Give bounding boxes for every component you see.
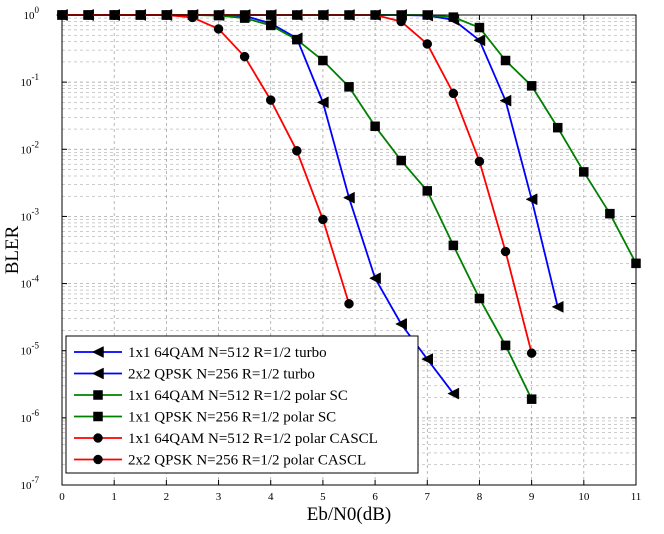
data-point — [448, 12, 459, 22]
legend-box — [65, 335, 419, 474]
data-point — [525, 193, 538, 206]
legend-label: 1x1 QPSK N=256 R=1/2 polar SC — [128, 410, 336, 426]
data-point — [318, 214, 328, 225]
x-tick-label: 3 — [216, 491, 222, 503]
data-point — [448, 88, 459, 99]
y-axis-label: BLER — [2, 225, 23, 274]
tick-labels: 0 1 2 3 4 5 6 7 8 9 10 11 100 10-1 10-2 10-3 10-4 10-5 10-… — [21, 5, 642, 503]
data-point — [448, 240, 459, 251]
data-point — [91, 346, 104, 358]
axes-box — [61, 14, 637, 486]
data-point — [551, 300, 564, 313]
data-point — [318, 55, 328, 66]
data-point — [342, 191, 355, 204]
x-tick-label: 0 — [59, 491, 65, 503]
legend-entry: 1x1 64QAM N=512 R=1/2 turbo — [74, 345, 327, 361]
y-tick-label: 10-4 — [21, 274, 40, 291]
x-tick-label: 4 — [268, 491, 274, 503]
data-point — [474, 156, 485, 167]
data-point — [422, 39, 433, 49]
data-point — [526, 394, 537, 404]
data-point — [265, 20, 276, 31]
legend-label: 1x1 64QAM N=512 R=1/2 turbo — [128, 345, 327, 361]
x-axis-label: Eb/N0(dB) — [307, 504, 391, 525]
y-tick-label: 10-6 — [21, 408, 40, 425]
y-tick-label: 10-1 — [21, 72, 40, 89]
x-tick-label: 10 — [578, 491, 590, 503]
legend-entry: 1x1 64QAM N=512 R=1/2 polar CASCL — [74, 431, 378, 447]
y-tick-label: 10-5 — [21, 341, 40, 358]
y-tick-label: 100 — [24, 5, 40, 22]
data-point — [447, 387, 460, 400]
data-point — [526, 81, 537, 91]
data-point — [500, 340, 511, 351]
data-point — [605, 208, 615, 219]
data-point — [187, 12, 198, 23]
data-point — [552, 122, 563, 133]
legend: 1x1 64QAM N=512 R=1/2 turbo 2x2 QPSK N=25… — [65, 335, 419, 474]
legend-entry: 2x2 QPSK N=256 R=1/2 turbo — [74, 367, 315, 383]
data-point — [579, 167, 589, 177]
legend-entry: 1x1 QPSK N=256 R=1/2 polar SC — [74, 410, 336, 426]
legend-label: 2x2 QPSK N=256 R=1/2 polar CASCL — [128, 453, 366, 469]
data-point — [292, 34, 302, 45]
data-point — [500, 246, 511, 257]
data-point — [474, 22, 485, 33]
data-point — [421, 353, 434, 366]
x-tick-label: 7 — [425, 491, 431, 503]
y-tick-label: 10-2 — [21, 139, 40, 156]
data-point — [499, 94, 512, 107]
data-point — [316, 96, 329, 109]
x-tick-label: 2 — [164, 491, 170, 503]
data-point — [93, 454, 103, 465]
legend-label: 2x2 QPSK N=256 R=1/2 turbo — [128, 367, 315, 383]
data-point — [500, 55, 511, 66]
data-point — [526, 348, 537, 358]
legend-label: 1x1 64QAM N=512 R=1/2 polar CASCL — [128, 431, 378, 447]
legend-entry: 2x2 QPSK N=256 R=1/2 polar CASCL — [74, 453, 366, 469]
y-tick-label: 10-3 — [21, 206, 40, 223]
data-point — [344, 82, 354, 92]
y-tick-label: 10-7 — [21, 475, 40, 492]
data-point — [474, 293, 485, 304]
x-tick-label: 8 — [477, 491, 483, 503]
data-point — [422, 186, 433, 196]
x-tick-label: 1 — [111, 491, 117, 503]
data-point — [473, 34, 486, 47]
axes-layer — [61, 14, 637, 486]
data-point — [396, 155, 406, 166]
data-point — [370, 121, 380, 132]
data-point — [93, 390, 103, 400]
x-tick-label: 9 — [529, 491, 535, 503]
data-point — [396, 16, 406, 27]
data-point — [265, 95, 276, 105]
data-point — [239, 51, 250, 62]
data-point — [292, 146, 302, 156]
x-tick-label: 11 — [631, 491, 642, 503]
legend-label: 1x1 64QAM N=512 R=1/2 polar SC — [128, 388, 348, 404]
x-tick-label: 5 — [320, 491, 326, 503]
data-point — [369, 272, 381, 285]
x-tick-label: 6 — [372, 491, 378, 503]
data-point — [395, 318, 407, 330]
data-point — [93, 433, 103, 443]
legend-entry: 1x1 64QAM N=512 R=1/2 polar SC — [74, 388, 348, 404]
data-point — [213, 24, 224, 34]
data-point — [91, 367, 104, 380]
data-point — [93, 411, 103, 422]
data-point — [344, 299, 354, 309]
